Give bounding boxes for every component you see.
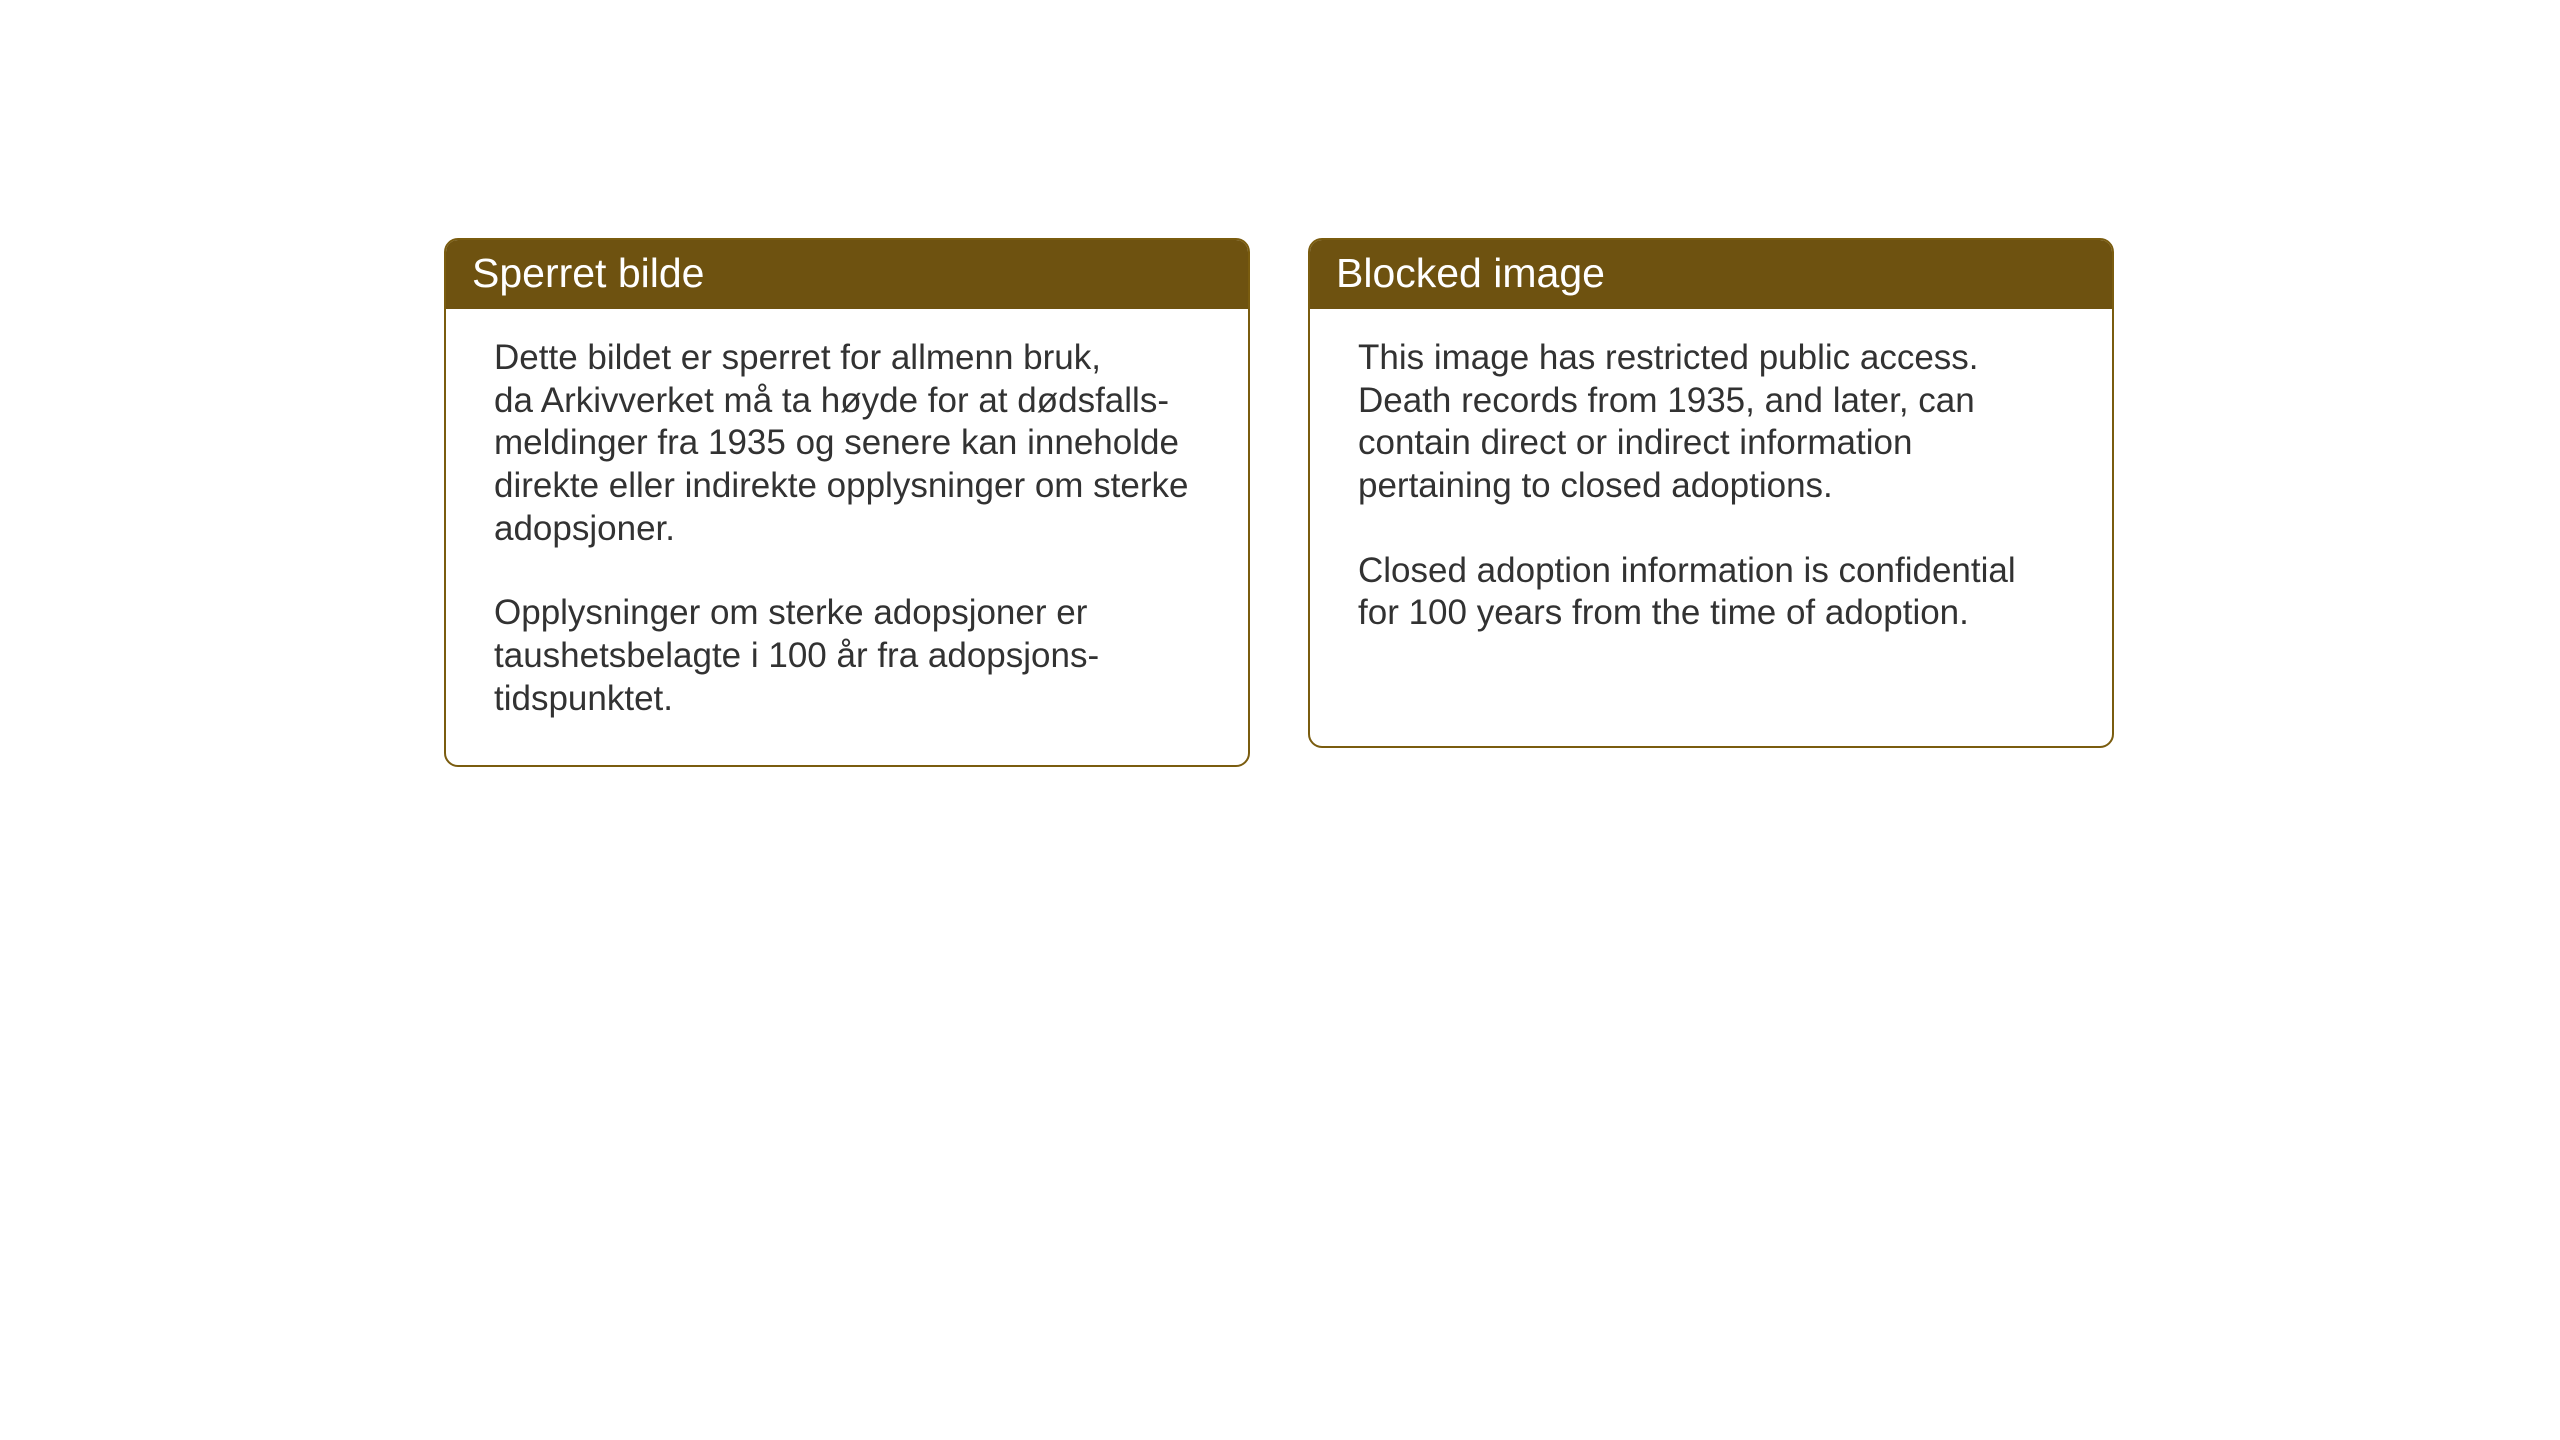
notice-paragraph-2-english: Closed adoption information is confident… bbox=[1358, 550, 2064, 635]
notice-card-norwegian: Sperret bilde Dette bildet er sperret fo… bbox=[444, 238, 1250, 767]
notice-card-header-norwegian: Sperret bilde bbox=[446, 240, 1248, 309]
notice-paragraph-1-english: This image has restricted public access.… bbox=[1358, 337, 2064, 508]
notice-paragraph-1-norwegian: Dette bildet er sperret for allmenn bruk… bbox=[494, 337, 1200, 550]
notice-card-body-norwegian: Dette bildet er sperret for allmenn bruk… bbox=[446, 309, 1248, 765]
notice-card-header-english: Blocked image bbox=[1310, 240, 2112, 309]
notice-card-body-english: This image has restricted public access.… bbox=[1310, 309, 2112, 679]
notice-card-english: Blocked image This image has restricted … bbox=[1308, 238, 2114, 748]
notice-paragraph-2-norwegian: Opplysninger om sterke adopsjoner er tau… bbox=[494, 592, 1200, 720]
notice-cards-container: Sperret bilde Dette bildet er sperret fo… bbox=[444, 238, 2114, 767]
